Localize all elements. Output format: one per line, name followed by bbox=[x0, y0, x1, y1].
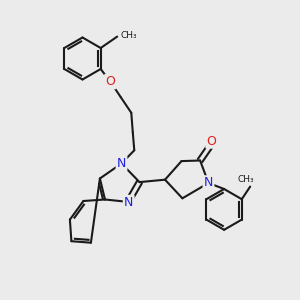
Text: CH₃: CH₃ bbox=[237, 176, 254, 184]
Text: N: N bbox=[204, 176, 213, 190]
Text: O: O bbox=[105, 75, 115, 88]
Text: O: O bbox=[207, 134, 216, 148]
Text: CH₃: CH₃ bbox=[120, 31, 137, 40]
Text: N: N bbox=[117, 157, 126, 170]
Text: N: N bbox=[124, 196, 134, 209]
